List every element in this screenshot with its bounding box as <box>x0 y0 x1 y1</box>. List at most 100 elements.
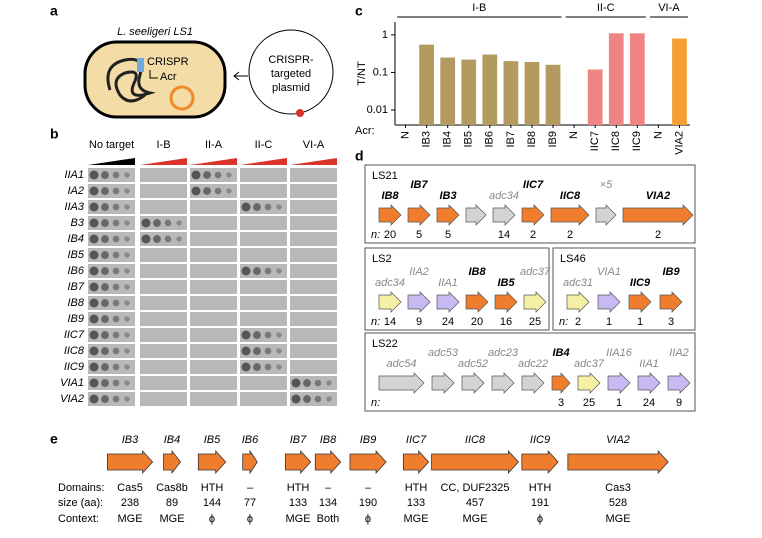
spot <box>164 235 172 243</box>
spot <box>303 379 311 387</box>
gene-arrow <box>461 372 485 394</box>
gene-label: IIA1 <box>639 358 659 370</box>
plate-cell <box>190 264 237 278</box>
arrow <box>233 71 248 81</box>
plate-cell <box>240 376 287 390</box>
plate-cell <box>290 248 337 262</box>
plate-cell <box>88 264 135 278</box>
plasmid-label: targeted <box>271 68 311 80</box>
plate-cell <box>88 200 135 214</box>
plate-cell <box>290 392 337 406</box>
spot <box>112 219 120 227</box>
gene-count: 25 <box>583 397 595 409</box>
spot <box>112 379 120 387</box>
row-label: IIA1 <box>64 169 84 181</box>
x-tick-label: IIC9 <box>631 131 643 151</box>
bar <box>608 33 624 126</box>
spot <box>253 347 261 355</box>
domain: Cas8b <box>156 482 188 494</box>
context: MGE <box>605 513 630 525</box>
plasmid-label: plasmid <box>272 82 310 94</box>
spot <box>203 171 211 179</box>
plate-cell <box>140 200 187 214</box>
gene-arrow <box>197 449 227 475</box>
plate-cell <box>190 232 237 246</box>
gene-name: IB9 <box>360 434 377 446</box>
n-label: n: <box>371 229 380 241</box>
plate-cell <box>190 376 237 390</box>
plate-cell <box>290 184 337 198</box>
domain: – <box>247 482 254 494</box>
plate-cell <box>88 392 135 406</box>
spot <box>326 380 332 386</box>
spot <box>112 315 120 323</box>
dilution-wedge <box>140 158 187 165</box>
plate-cell <box>140 280 187 294</box>
row-label: Context: <box>58 513 99 525</box>
plate-cell <box>140 184 187 198</box>
x-tick-label: IB5 <box>463 131 475 148</box>
gene-count: 2 <box>655 229 661 241</box>
domain: HTH <box>287 482 310 494</box>
spot <box>326 396 332 402</box>
spot <box>101 347 109 355</box>
plate-cell <box>88 344 135 358</box>
spot <box>112 203 120 211</box>
gene-count: 3 <box>558 397 564 409</box>
row-label: IB8 <box>67 297 84 309</box>
spot <box>276 332 282 338</box>
plate-cell <box>140 168 187 182</box>
y-tick-label: 0.01 <box>367 104 388 116</box>
gene-arrow <box>407 204 431 226</box>
spot <box>214 171 222 179</box>
gene-label: IIA16 <box>606 347 633 359</box>
spot <box>89 314 99 324</box>
y-axis-label: T/NT <box>356 61 368 86</box>
bar <box>503 61 519 125</box>
spot <box>291 378 301 388</box>
panel-letter: c <box>355 3 363 19</box>
gene-label: IIC9 <box>630 277 651 289</box>
gene-count: 14 <box>384 316 396 328</box>
spot <box>276 348 282 354</box>
spot <box>124 188 130 194</box>
plate-cell <box>140 312 187 326</box>
gene-label: IIA2 <box>409 266 429 278</box>
cluster-box <box>364 247 550 331</box>
spot <box>89 170 99 180</box>
gene-count: 1 <box>616 397 622 409</box>
gene-label: adc34 <box>375 277 405 289</box>
spot <box>89 362 99 372</box>
spot <box>241 202 251 212</box>
context: ϕ <box>247 513 253 525</box>
gene-arrow <box>523 291 547 313</box>
gene-count: 9 <box>676 397 682 409</box>
gene-arrow <box>465 204 487 226</box>
row-label: IA2 <box>67 185 84 197</box>
spot <box>124 204 130 210</box>
plate-cell <box>290 280 337 294</box>
plate-cell <box>290 360 337 374</box>
gene-name: IIC9 <box>530 434 550 446</box>
bar <box>461 59 477 125</box>
gene-label: adc52 <box>458 358 488 370</box>
spot <box>124 172 130 178</box>
gene-arrow <box>551 372 571 394</box>
plate-cell <box>140 328 187 342</box>
panel-letter: a <box>50 3 58 19</box>
gene-name: IB5 <box>204 434 221 446</box>
spot <box>112 363 120 371</box>
spot <box>124 396 130 402</box>
column-header: I-B <box>156 139 170 151</box>
gene-arrow <box>491 372 515 394</box>
plate-cell <box>190 296 237 310</box>
gene-count: 2 <box>567 229 573 241</box>
domain: HTH <box>529 482 552 494</box>
x-tick-label: IIC7 <box>589 131 601 151</box>
spot <box>112 283 120 291</box>
size: 190 <box>359 497 377 509</box>
gene-label: IB8 <box>468 266 486 278</box>
spot <box>253 331 261 339</box>
plate-cell <box>240 216 287 230</box>
